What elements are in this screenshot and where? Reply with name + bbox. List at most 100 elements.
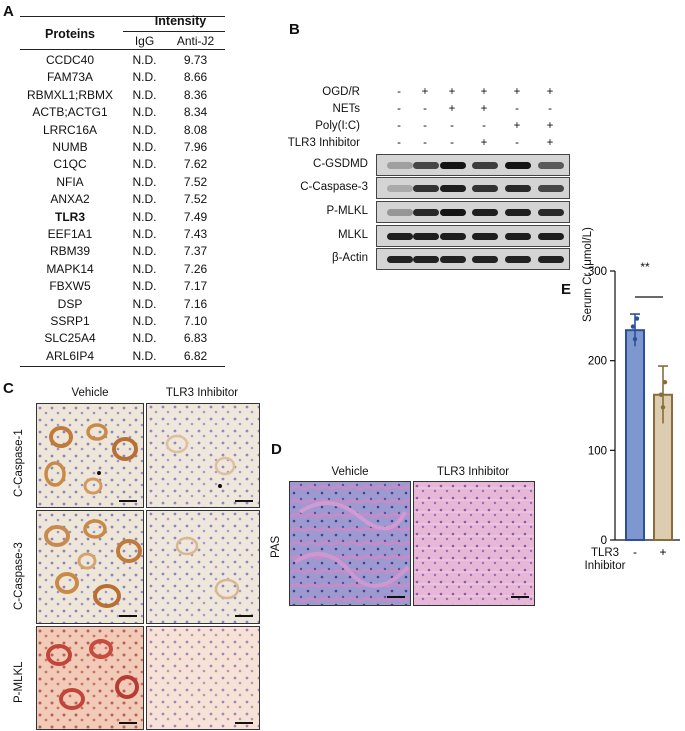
igg-cell: N.D. (132, 192, 157, 207)
ihc-caspase1-vehicle (36, 403, 144, 508)
blot-band (387, 256, 413, 263)
blot-band (538, 162, 564, 169)
blot-label: P-MLKL (326, 205, 368, 217)
serum-cr-chart: 0 100 200 300 - + (588, 266, 680, 559)
condition-label: OGD/R (322, 86, 360, 98)
protein-cell: RBMXL1;RBMX (26, 87, 114, 102)
antij2-cell: 8.66 (183, 70, 208, 85)
table-row: RBM39 N.D. 7.37 (20, 244, 225, 261)
antij2-cell: 7.16 (183, 296, 208, 311)
protein-cell: CCDC40 (45, 53, 94, 67)
condition-sign: - (423, 137, 427, 149)
blot-band (440, 209, 466, 216)
antij2-cell: 8.08 (183, 122, 208, 137)
table-row: TLR3 N.D. 7.49 (20, 210, 225, 227)
scale-bar (235, 615, 253, 617)
d-col-inhibitor: TLR3 Inhibitor (436, 466, 510, 478)
y-tick-label: 0 (601, 535, 607, 547)
table-row: NFIA N.D. 7.52 (20, 175, 225, 192)
antij2-cell: 7.52 (183, 192, 208, 207)
condition-sign: + (480, 103, 488, 115)
condition-label: NETs (332, 103, 360, 115)
protein-cell: EEF1A1 (47, 227, 93, 241)
intensity-underline (123, 31, 225, 32)
condition-label: TLR3 Inhibitor (287, 137, 360, 149)
antij2-cell: 7.10 (183, 314, 208, 328)
table-row: DSP N.D. 7.16 (20, 297, 225, 314)
condition-sign: + (513, 86, 521, 98)
tissue-image (37, 627, 143, 729)
scale-bar (119, 615, 137, 617)
igg-cell: N.D. (132, 296, 157, 311)
data-point (634, 316, 640, 321)
condition-sign: - (515, 103, 519, 115)
igg-cell: N.D. (132, 261, 157, 276)
tissue-image (147, 404, 259, 507)
scale-bar (119, 722, 137, 724)
y-tick-label: 200 (588, 356, 607, 368)
antij2-cell: 6.82 (183, 348, 208, 363)
igg-cell: N.D. (132, 331, 157, 346)
igg-cell: N.D. (132, 348, 157, 363)
protein-cell: TLR3 (55, 209, 85, 224)
tissue-image (37, 404, 143, 507)
protein-cell: DSP (57, 296, 83, 311)
protein-cell: C1QC (53, 157, 87, 172)
data-point (630, 324, 636, 329)
table-row: FBXW5 N.D. 7.17 (20, 279, 225, 296)
table-top-rule (20, 16, 225, 17)
igg-cell: N.D. (132, 140, 157, 154)
header-igg: IgG (134, 34, 155, 48)
antij2-cell: 8.36 (183, 87, 208, 102)
table-row: LRRC16A N.D. 8.08 (20, 123, 225, 140)
antij2-cell: 7.37 (183, 244, 208, 259)
blot-band (505, 256, 531, 263)
blot-band (387, 185, 413, 192)
scale-bar (119, 500, 137, 502)
blot-label: C-GSDMD (313, 158, 368, 170)
table-row: ARL6IP4 N.D. 6.82 (20, 349, 225, 366)
table-row: FAM73A N.D. 8.66 (20, 70, 225, 87)
table-row: CCDC40 N.D. 9.73 (20, 53, 225, 70)
blot-band (505, 185, 531, 192)
table-header-rule (20, 49, 225, 50)
blot-band (472, 185, 498, 192)
igg-cell: N.D. (132, 122, 157, 137)
protein-cell: FBXW5 (49, 279, 91, 294)
antij2-cell: 7.43 (183, 227, 208, 241)
ihc-caspase1-inhibitor (146, 403, 260, 508)
table-row: ANXA2 N.D. 7.52 (20, 192, 225, 209)
ihc-caspase3-vehicle (36, 510, 144, 624)
scale-bar (387, 596, 405, 598)
blot-band (538, 256, 564, 263)
table-row: NUMB N.D. 7.96 (20, 140, 225, 157)
condition-sign: - (397, 137, 401, 149)
table-row: EEF1A1 N.D. 7.43 (20, 227, 225, 244)
blot-band (472, 162, 498, 169)
antij2-cell: 7.26 (183, 261, 208, 276)
scale-bar (235, 500, 253, 502)
blot-band (505, 209, 531, 216)
scale-bar (235, 722, 253, 724)
blot-band (472, 233, 498, 240)
condition-sign: - (423, 120, 427, 132)
tissue-image (147, 627, 259, 729)
blot-band (387, 209, 413, 216)
tissue-image (147, 511, 259, 623)
protein-cell: ANXA2 (50, 192, 90, 207)
blot-band (440, 185, 466, 192)
igg-cell: N.D. (132, 70, 157, 85)
protein-cell: NUMB (52, 140, 88, 154)
condition-sign: - (515, 137, 519, 149)
antij2-cell: 6.83 (183, 331, 208, 346)
antij2-cell: 9.73 (183, 53, 208, 67)
table-row: RBMXL1;RBMX N.D. 8.36 (20, 88, 225, 105)
x-tick-label: - (633, 545, 637, 559)
panel-d-letter: D (271, 441, 282, 458)
blot-band (538, 209, 564, 216)
blot-strip (376, 154, 570, 176)
data-point (658, 392, 664, 397)
table-row: MAPK14 N.D. 7.26 (20, 262, 225, 279)
protein-cell: RBM39 (49, 244, 90, 259)
data-point (632, 336, 638, 342)
